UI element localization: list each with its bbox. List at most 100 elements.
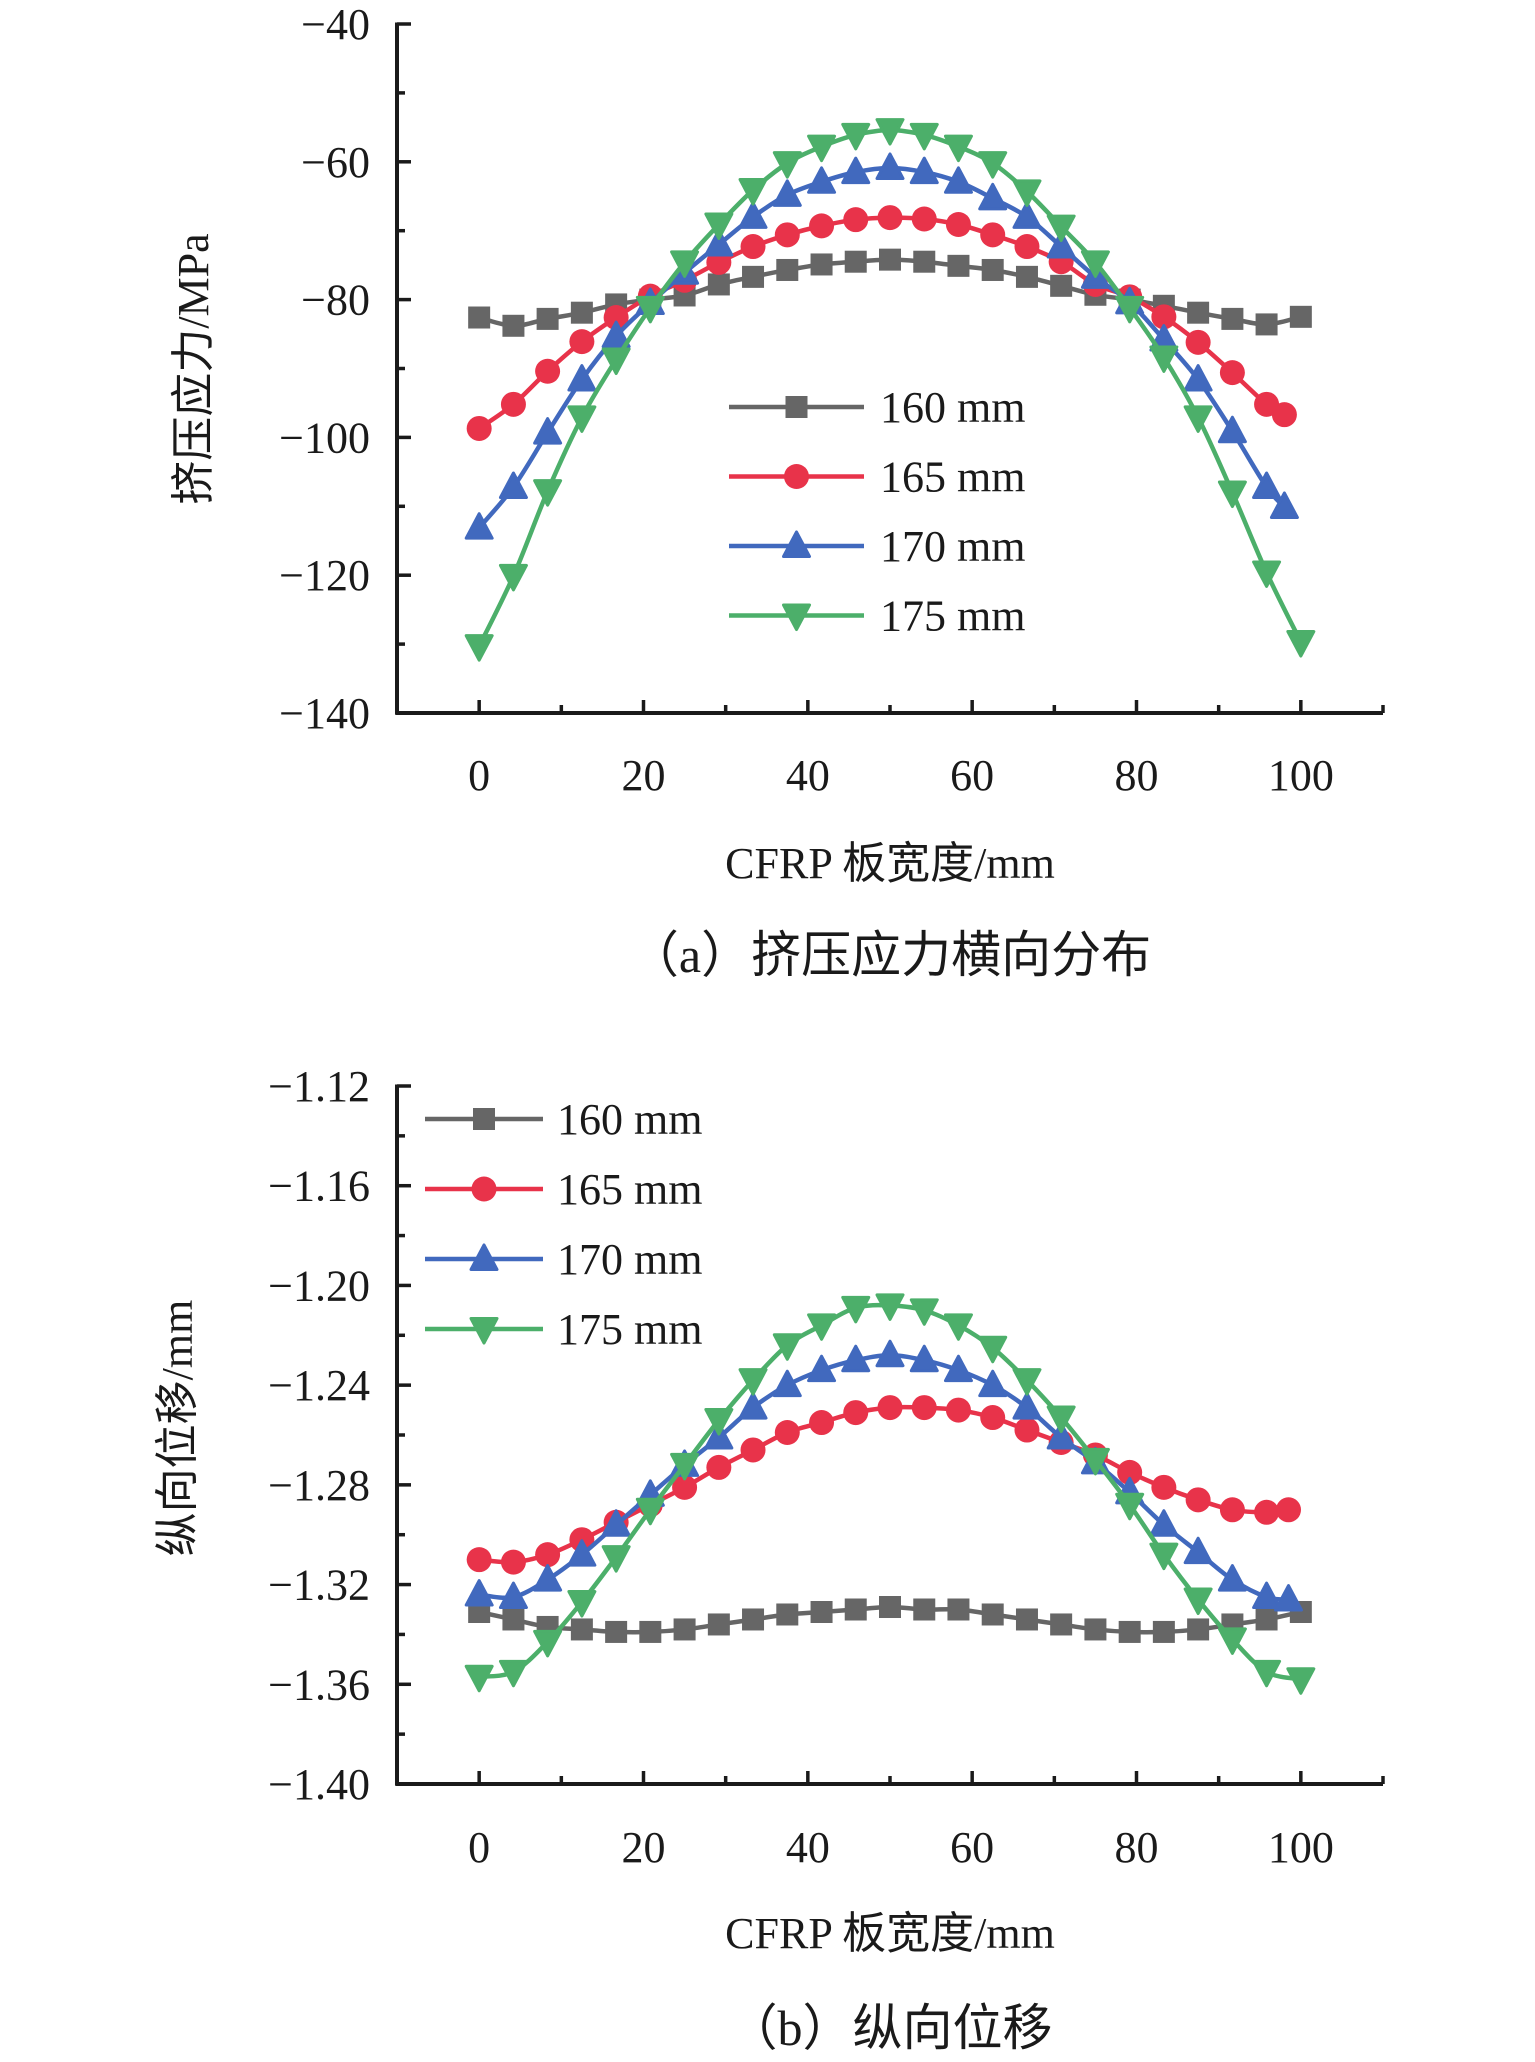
data-point	[875, 1339, 905, 1368]
data-point	[947, 254, 970, 277]
data-point	[502, 314, 525, 337]
data-point	[1183, 405, 1213, 433]
data-point	[567, 364, 597, 392]
data-point	[776, 1603, 799, 1626]
y-tick-label: −1.36	[268, 1660, 370, 1709]
data-point	[738, 178, 768, 206]
data-point	[502, 1608, 525, 1631]
y-tick-label: −1.12	[268, 1062, 370, 1111]
data-point	[601, 320, 631, 349]
data-point	[742, 265, 765, 288]
y-tick-label: −1.28	[268, 1461, 370, 1510]
data-point	[740, 1437, 766, 1463]
x-tick-label: 0	[468, 1823, 490, 1872]
data-point	[978, 151, 1008, 179]
data-point	[945, 211, 971, 237]
data-point	[672, 1474, 698, 1500]
series-160-mm	[468, 248, 1312, 337]
data-point	[1217, 1564, 1247, 1592]
legend-label: 160 mm	[557, 1095, 702, 1144]
legend-item: 165 mm	[729, 453, 1025, 502]
data-point	[841, 1295, 871, 1324]
legend-triangle-up-icon	[782, 530, 811, 558]
legend: 160 mm 165 mm 170 mm 175 mm	[425, 1095, 702, 1354]
data-point	[468, 306, 491, 329]
data-point	[639, 1620, 662, 1643]
data-point	[738, 1368, 768, 1396]
data-point	[911, 1395, 937, 1421]
data-point	[945, 1397, 971, 1423]
data-point	[601, 1545, 631, 1573]
x-tick-label: 40	[786, 751, 830, 800]
y-tick-label: −1.32	[268, 1561, 370, 1610]
x-tick-label: 60	[950, 1823, 994, 1872]
data-point	[981, 258, 1004, 281]
data-point	[603, 305, 629, 331]
data-point	[772, 1369, 802, 1398]
data-point	[844, 250, 867, 273]
data-point	[1274, 1584, 1304, 1612]
data-point	[605, 1620, 628, 1643]
data-point	[1115, 295, 1145, 324]
y-tick-label: −100	[279, 413, 370, 462]
data-point	[1185, 329, 1211, 355]
data-point	[567, 405, 597, 433]
data-point	[1152, 1620, 1175, 1643]
data-point	[1217, 415, 1247, 444]
data-point	[1012, 1368, 1042, 1396]
data-point	[1286, 630, 1316, 658]
plot-area: −1.40 −1.36 −1.32 −1.28 −1.24 −1.20 −1.16 −1.12…	[268, 1062, 1385, 1872]
data-point	[1252, 560, 1282, 588]
legend-label: 170 mm	[880, 522, 1025, 571]
series-175-mm	[464, 118, 1316, 662]
legend-label: 160 mm	[880, 383, 1025, 432]
data-point	[807, 1313, 837, 1341]
data-point	[498, 1659, 528, 1688]
data-point	[567, 1539, 597, 1567]
data-point	[738, 1392, 768, 1420]
legend-triangle-up-icon	[469, 1243, 499, 1271]
data-point	[533, 1564, 563, 1592]
data-point	[1012, 1392, 1042, 1420]
legend-item: 175 mm	[425, 1305, 702, 1354]
data-point	[841, 1344, 871, 1373]
data-point	[500, 1549, 526, 1575]
data-point	[1271, 402, 1297, 428]
data-point	[742, 1608, 765, 1631]
data-point	[1084, 1618, 1107, 1641]
data-point	[704, 1408, 734, 1436]
data-point	[498, 1581, 528, 1610]
data-point	[1254, 1499, 1280, 1525]
data-point	[1217, 480, 1247, 509]
data-point	[879, 248, 901, 271]
x-axis-title: CFRP 板宽度/mm	[725, 1909, 1055, 1958]
data-point	[1219, 1497, 1245, 1523]
y-tick-label: −120	[279, 551, 370, 600]
data-point	[909, 1344, 939, 1373]
data-point	[841, 156, 871, 185]
data-point	[774, 222, 800, 248]
data-point	[635, 1497, 665, 1526]
data-point	[1252, 1581, 1282, 1610]
data-point	[1149, 345, 1179, 373]
legend-item: 160 mm	[729, 383, 1025, 432]
data-point	[843, 1400, 869, 1426]
data-point	[1046, 1405, 1076, 1434]
legend-label: 175 mm	[557, 1305, 702, 1354]
data-point	[500, 391, 526, 417]
data-point	[774, 1420, 800, 1446]
legend-label: 165 mm	[557, 1165, 702, 1214]
data-point	[570, 301, 593, 324]
data-point	[980, 222, 1006, 248]
data-point	[1269, 491, 1299, 519]
x-tick-label: 80	[1115, 751, 1159, 800]
data-point	[704, 212, 734, 240]
data-point	[1015, 265, 1038, 288]
data-point	[533, 417, 563, 445]
y-tick-label: −140	[279, 689, 370, 738]
data-point	[738, 201, 768, 229]
series-165-mm	[466, 1395, 1302, 1575]
data-point	[877, 205, 903, 231]
